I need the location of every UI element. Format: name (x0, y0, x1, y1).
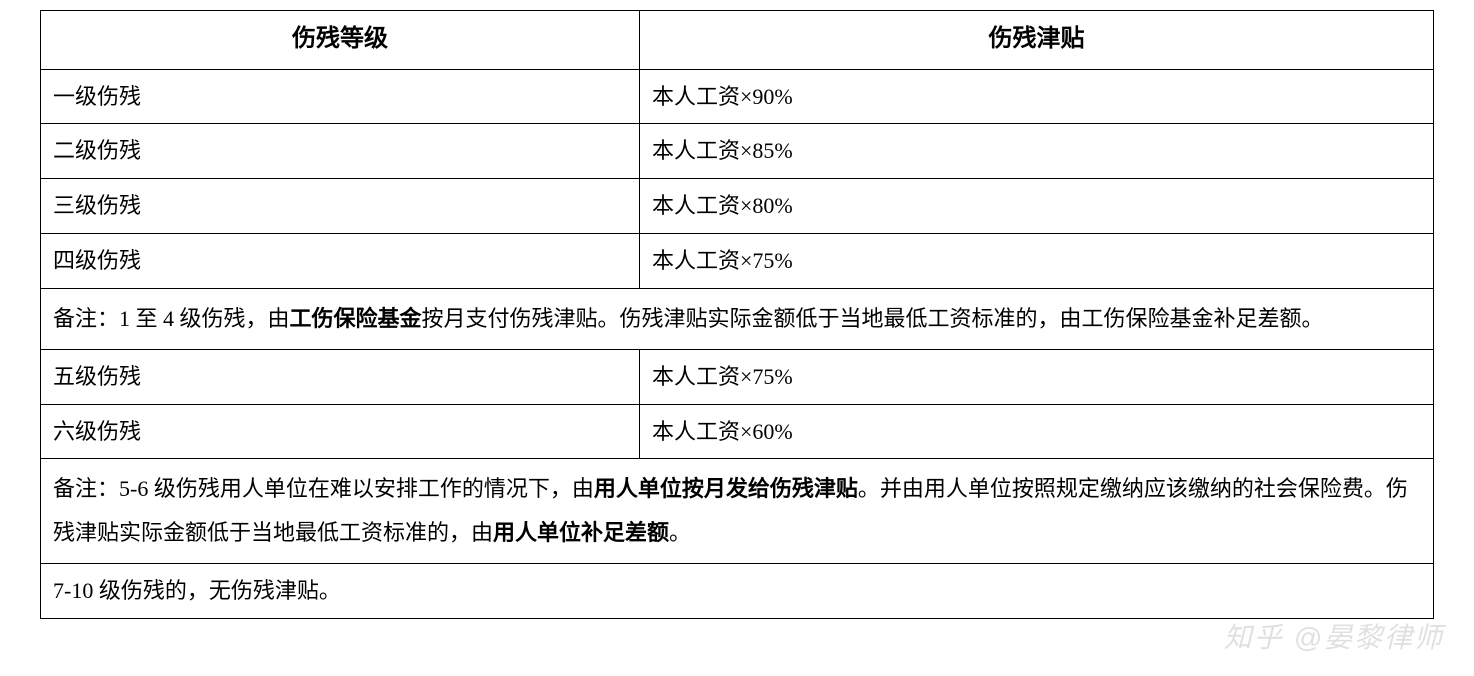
cell-allowance: 本人工资×85% (639, 124, 1433, 179)
table-row: 六级伤残 本人工资×60% (41, 404, 1434, 459)
note1-suffix: 按月支付伤残津贴。伤残津贴实际金额低于当地最低工资标准的，由工伤保险基金补足差额… (422, 306, 1324, 331)
table-row: 一级伤残 本人工资×90% (41, 69, 1434, 124)
note-row-2: 备注：5-6 级伤残用人单位在难以安排工作的情况下，由用人单位按月发给伤残津贴。… (41, 459, 1434, 564)
table-row: 四级伤残 本人工资×75% (41, 233, 1434, 288)
header-level: 伤残等级 (41, 11, 640, 70)
table-row: 五级伤残 本人工资×75% (41, 349, 1434, 404)
note-cell-3: 7-10 级伤残的，无伤残津贴。 (41, 564, 1434, 619)
cell-allowance: 本人工资×80% (639, 179, 1433, 234)
cell-allowance: 本人工资×75% (639, 349, 1433, 404)
cell-level: 一级伤残 (41, 69, 640, 124)
note-cell-1: 备注：1 至 4 级伤残，由工伤保险基金按月支付伤残津贴。伤残津贴实际金额低于当… (41, 288, 1434, 349)
note2-bold2: 用人单位补足差额 (493, 520, 669, 545)
note2-prefix: 备注：5-6 级伤残用人单位在难以安排工作的情况下，由 (53, 476, 594, 501)
cell-level: 三级伤残 (41, 179, 640, 234)
note2-bold1: 用人单位按月发给伤残津贴 (594, 476, 858, 501)
note-row-3: 7-10 级伤残的，无伤残津贴。 (41, 564, 1434, 619)
cell-level: 四级伤残 (41, 233, 640, 288)
note-cell-2: 备注：5-6 级伤残用人单位在难以安排工作的情况下，由用人单位按月发给伤残津贴。… (41, 459, 1434, 564)
disability-allowance-table: 伤残等级 伤残津贴 一级伤残 本人工资×90% 二级伤残 本人工资×85% 三级… (40, 10, 1434, 619)
header-allowance: 伤残津贴 (639, 11, 1433, 70)
cell-allowance: 本人工资×75% (639, 233, 1433, 288)
cell-level: 六级伤残 (41, 404, 640, 459)
watermark-text: 知乎 @晏黎律师 (1224, 616, 1444, 656)
table-row: 三级伤残 本人工资×80% (41, 179, 1434, 234)
note1-bold1: 工伤保险基金 (290, 306, 422, 331)
table-header-row: 伤残等级 伤残津贴 (41, 11, 1434, 70)
cell-allowance: 本人工资×60% (639, 404, 1433, 459)
cell-level: 二级伤残 (41, 124, 640, 179)
note-row-1: 备注：1 至 4 级伤残，由工伤保险基金按月支付伤残津贴。伤残津贴实际金额低于当… (41, 288, 1434, 349)
cell-allowance: 本人工资×90% (639, 69, 1433, 124)
cell-level: 五级伤残 (41, 349, 640, 404)
note2-suffix: 。 (669, 520, 691, 545)
table-row: 二级伤残 本人工资×85% (41, 124, 1434, 179)
note1-prefix: 备注：1 至 4 级伤残，由 (53, 306, 290, 331)
